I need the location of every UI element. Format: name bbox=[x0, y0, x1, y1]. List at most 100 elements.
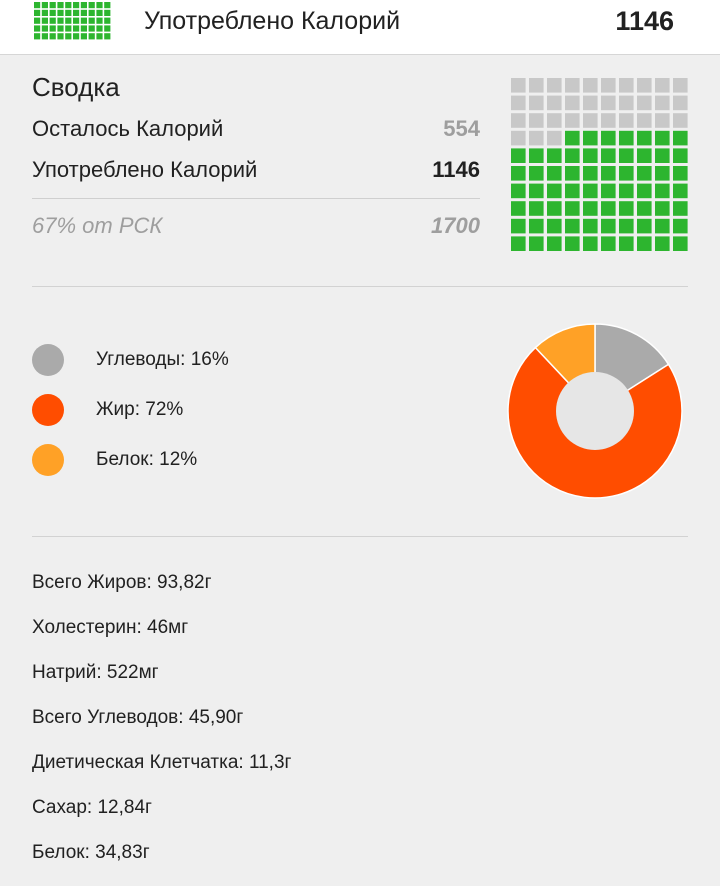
rdi-total-value: 1700 bbox=[431, 213, 480, 238]
waffle-cell-remaining bbox=[529, 78, 544, 93]
grid-icon-cell bbox=[65, 17, 72, 24]
waffle-cell-consumed bbox=[637, 148, 652, 163]
grid-icon-cell bbox=[49, 33, 56, 40]
waffle-cell-consumed bbox=[583, 218, 598, 234]
waffle-cell-consumed bbox=[637, 218, 652, 234]
grid-icon-cell bbox=[73, 33, 80, 40]
waffle-cell-remaining bbox=[601, 113, 616, 128]
grid-icon-cell bbox=[96, 33, 103, 40]
waffle-cell-remaining bbox=[547, 95, 562, 111]
macros-donut-chart bbox=[507, 323, 683, 499]
waffle-cell-consumed bbox=[565, 236, 580, 251]
waffle-cell-remaining bbox=[637, 95, 652, 111]
summary-divider bbox=[32, 198, 480, 199]
grid-icon-cell bbox=[41, 25, 48, 32]
grid-icon-cell bbox=[65, 9, 72, 16]
grid-icon-cell bbox=[41, 17, 48, 24]
grid-icon-cell bbox=[80, 33, 87, 40]
grid-icon-cell bbox=[41, 9, 48, 16]
waffle-cell-consumed bbox=[601, 183, 616, 199]
waffle-cell-consumed bbox=[637, 166, 652, 181]
waffle-cell-consumed bbox=[655, 236, 670, 251]
grid-icon-cell bbox=[57, 17, 64, 24]
grid-icon-cell bbox=[34, 9, 41, 16]
grid-icon-cell bbox=[65, 2, 72, 9]
grid-icon-cell bbox=[34, 25, 41, 32]
grid-icon-cell bbox=[104, 17, 111, 24]
waffle-cell-remaining bbox=[601, 95, 616, 111]
waffle-cell-consumed bbox=[583, 166, 598, 181]
grid-icon-cell bbox=[57, 9, 64, 16]
waffle-cell-consumed bbox=[511, 201, 526, 216]
waffle-cell-remaining bbox=[529, 130, 544, 146]
nutrient-sugar: Сахар: 12,84г bbox=[32, 797, 152, 818]
waffle-cell-remaining bbox=[547, 113, 562, 128]
calorie-waffle-chart bbox=[511, 78, 688, 251]
waffle-cell-consumed bbox=[655, 218, 670, 234]
carbs-label: Углеводы: 16% bbox=[96, 349, 229, 370]
waffle-cell-consumed bbox=[511, 183, 526, 199]
grid-icon-cell bbox=[49, 2, 56, 9]
waffle-cell-consumed bbox=[565, 148, 580, 163]
grid-icon-cell bbox=[80, 17, 87, 24]
waffle-cell-consumed bbox=[529, 236, 544, 251]
top-summary-bar[interactable]: Употреблено Калорий 1146 bbox=[0, 0, 720, 55]
waffle-cell-consumed bbox=[547, 201, 562, 216]
grid-icon-cell bbox=[96, 25, 103, 32]
nutrient-total-carbs: Всего Углеводов: 45,90г bbox=[32, 707, 244, 728]
waffle-cell-consumed bbox=[673, 130, 688, 146]
waffle-cell-consumed bbox=[619, 166, 634, 181]
grid-icon-cell bbox=[73, 17, 80, 24]
grid-icon-cell bbox=[49, 17, 56, 24]
waffle-cell-consumed bbox=[637, 236, 652, 251]
waffle-cell-consumed bbox=[529, 166, 544, 181]
waffle-cell-consumed bbox=[655, 166, 670, 181]
grid-icon-cell bbox=[96, 2, 103, 9]
grid-icon-cell bbox=[49, 25, 56, 32]
waffle-cell-remaining bbox=[565, 113, 580, 128]
grid-icon-cell bbox=[65, 25, 72, 32]
grid-icon-cell bbox=[88, 33, 95, 40]
waffle-cell-consumed bbox=[547, 236, 562, 251]
waffle-cell-consumed bbox=[673, 148, 688, 163]
waffle-cell-consumed bbox=[511, 148, 526, 163]
waffle-cell-remaining bbox=[547, 130, 562, 146]
grid-icon-cell bbox=[57, 2, 64, 9]
waffle-cell-consumed bbox=[529, 218, 544, 234]
waffle-cell-consumed bbox=[673, 218, 688, 234]
protein-label: Белок: 12% bbox=[96, 449, 198, 470]
consumed-calories-label: Употреблено Калорий bbox=[32, 157, 258, 182]
waffle-cell-consumed bbox=[601, 236, 616, 251]
waffle-cell-consumed bbox=[529, 148, 544, 163]
waffle-cell-consumed bbox=[547, 148, 562, 163]
waffle-cell-remaining bbox=[565, 78, 580, 93]
waffle-cell-remaining bbox=[565, 95, 580, 111]
protein-color-dot bbox=[32, 444, 64, 476]
waffle-cell-consumed bbox=[619, 236, 634, 251]
waffle-cell-consumed bbox=[547, 183, 562, 199]
waffle-cell-remaining bbox=[673, 78, 688, 93]
waffle-cell-consumed bbox=[583, 130, 598, 146]
grid-icon-cell bbox=[88, 9, 95, 16]
waffle-cell-consumed bbox=[547, 218, 562, 234]
grid-icon-cell bbox=[34, 33, 41, 40]
waffle-cell-remaining bbox=[529, 95, 544, 111]
grid-icon-cell bbox=[41, 2, 48, 9]
waffle-cell-consumed bbox=[637, 130, 652, 146]
grid-icon-cell bbox=[96, 17, 103, 24]
section-divider bbox=[32, 286, 688, 287]
waffle-cell-consumed bbox=[511, 236, 526, 251]
grid-icon-cell bbox=[80, 2, 87, 9]
waffle-cell-consumed bbox=[601, 201, 616, 216]
waffle-cell-consumed bbox=[511, 218, 526, 234]
grid-icon-cell bbox=[73, 2, 80, 9]
waffle-cell-remaining bbox=[637, 78, 652, 93]
grid-icon-cell bbox=[80, 25, 87, 32]
waffle-cell-remaining bbox=[619, 113, 634, 128]
waffle-cell-consumed bbox=[583, 148, 598, 163]
waffle-cell-consumed bbox=[583, 236, 598, 251]
nutrient-fiber: Диетическая Клетчатка: 11,3г bbox=[32, 752, 292, 773]
waffle-cell-remaining bbox=[583, 113, 598, 128]
grid-icon-cell bbox=[65, 33, 72, 40]
waffle-cell-consumed bbox=[511, 166, 526, 181]
